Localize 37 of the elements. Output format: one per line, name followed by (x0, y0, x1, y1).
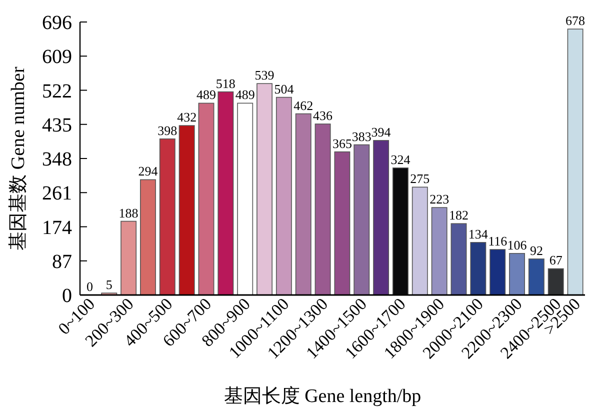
data-label: 436 (313, 108, 334, 123)
y-tick-label: 87 (52, 250, 72, 273)
y-tick-label: 696 (42, 12, 72, 34)
data-label: 539 (254, 68, 274, 83)
y-tick-label: 348 (42, 148, 72, 170)
data-label: 0 (86, 279, 93, 294)
data-label: 383 (352, 128, 372, 144)
data-label: 92 (530, 242, 543, 258)
data-label: 223 (430, 192, 450, 207)
x-axis-title: 基因长度 Gene length/bp (224, 385, 422, 407)
data-label: 678 (566, 13, 586, 28)
data-label: 5 (106, 277, 112, 292)
y-axis-title: 基因基数 Gene number (8, 66, 29, 250)
y-tick-label: 261 (42, 182, 72, 205)
data-label: 116 (488, 234, 508, 248)
data-label: 188 (118, 205, 138, 220)
data-label: 365 (332, 136, 352, 151)
data-label: 398 (158, 122, 178, 138)
data-label: 518 (216, 76, 236, 91)
y-tick-label: 174 (42, 216, 72, 239)
data-label: 324 (390, 152, 411, 167)
data-label: 67 (549, 252, 563, 268)
data-label: 489 (235, 87, 255, 102)
data-label: 182 (449, 208, 468, 223)
plot: 0 5 188 294 398 432 489 518 489 539 504 462 436 365383394 324 275 223 182 134116106 92 67 678 (86, 13, 586, 296)
data-label: 275 (410, 171, 430, 186)
data-label: 106 (507, 237, 528, 252)
data-label: 294 (138, 164, 158, 179)
y-tick-label: 609 (42, 46, 72, 68)
data-label: 462 (294, 98, 314, 113)
y-tick-label: 435 (42, 114, 72, 136)
data-label: 504 (274, 81, 294, 96)
data-label: 432 (177, 110, 197, 125)
y-tick-label: 522 (42, 80, 72, 102)
data-label: 489 (196, 87, 216, 102)
data-label: 134 (468, 226, 488, 242)
data-label: 394 (371, 124, 392, 140)
